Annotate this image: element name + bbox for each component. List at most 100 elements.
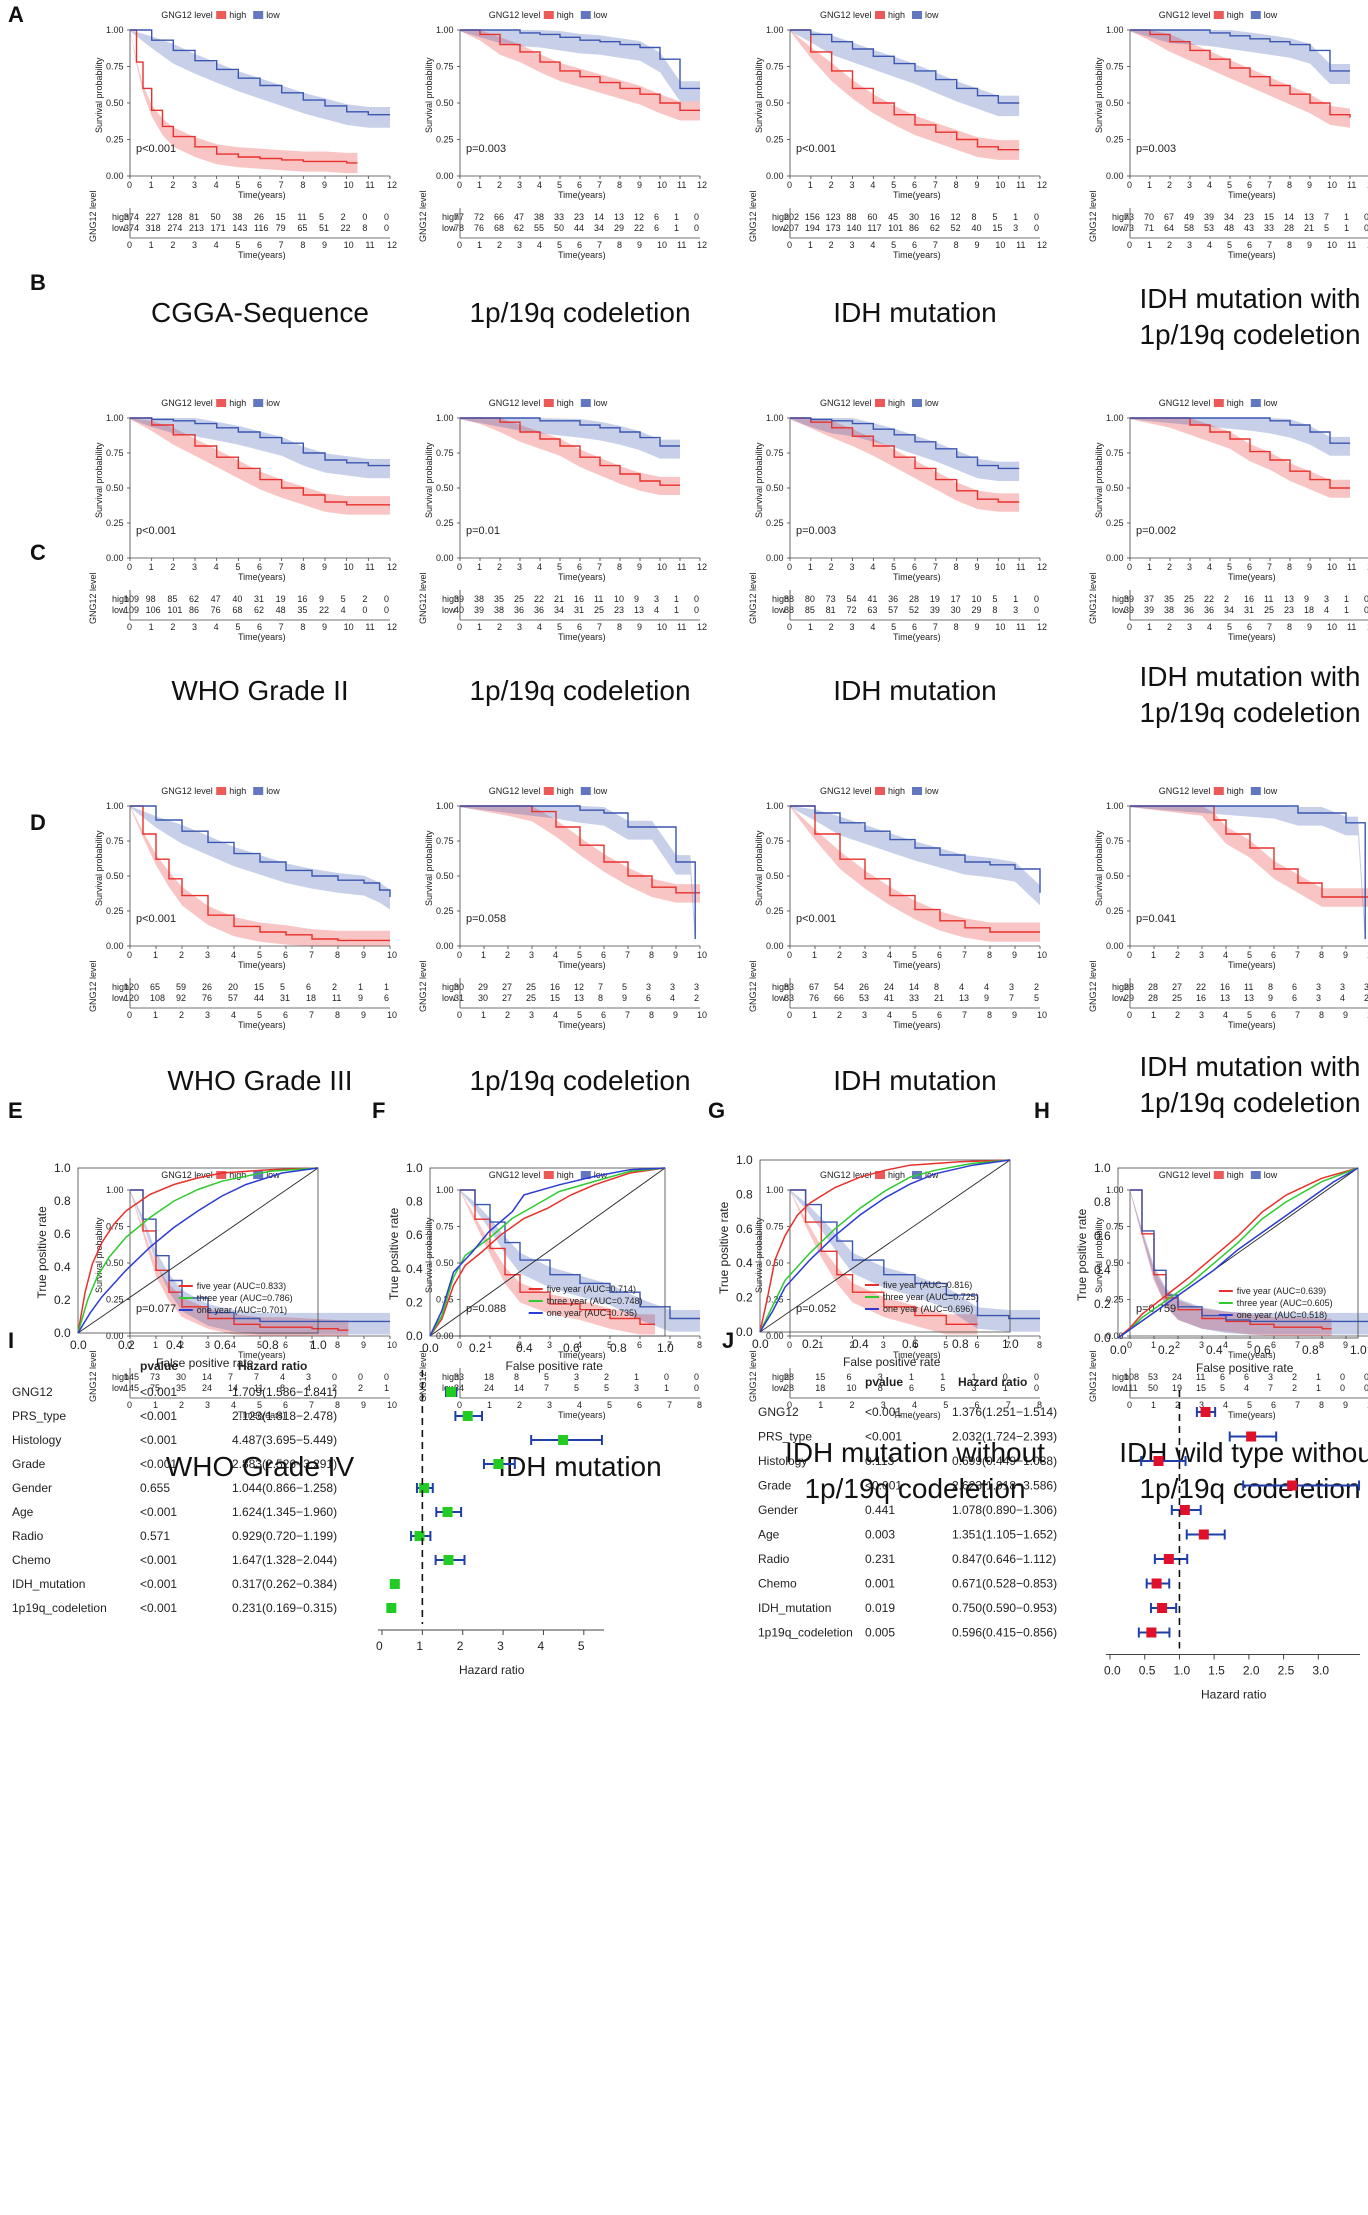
risk-row-high-label: high (772, 212, 789, 222)
risk-x-tick-label: 12 (1037, 622, 1047, 632)
x-tick-label: 3 (881, 1340, 886, 1350)
risk-x-tick-label: 0 (787, 240, 792, 250)
x-tick-label: 1 (1147, 180, 1152, 190)
risk-x-tick-label: 5 (557, 622, 562, 632)
km-legend-high: high (888, 1170, 905, 1180)
risk-count-high: 0 (694, 594, 699, 604)
km-x-label: Time(years) (238, 190, 286, 200)
roc-x-tick-label: 0.8 (952, 1337, 969, 1351)
risk-x-label: Time(years) (893, 632, 941, 642)
roc-legend-five: five year (AUC=0.816) (883, 1280, 972, 1290)
risk-count-high: 18 (484, 1372, 494, 1382)
risk-x-tick-label: 6 (601, 1010, 606, 1020)
risk-count-high: 1 (1316, 1372, 1321, 1382)
y-tick-label: 0.25 (1106, 135, 1124, 145)
roc-legend-one: one year (AUC=0.696) (883, 1304, 973, 1314)
km-plot-D4 (1127, 1171, 1368, 1399)
roc-y-tick-label: 0.6 (54, 1227, 71, 1241)
risk-x-tick-label: 1 (153, 1400, 158, 1410)
risk-count-low: 2 (1364, 993, 1368, 1003)
x-tick-label: 4 (912, 1340, 917, 1350)
subplot-caption: IDH mutation (833, 675, 996, 706)
forest-pvalue: <0.001 (140, 1577, 177, 1591)
forest-variable: 1p19q_codeletion (758, 1626, 853, 1640)
risk-x-tick-label: 2 (1175, 1400, 1180, 1410)
risk-count-low: 22 (341, 223, 351, 233)
risk-x-tick-label: 6 (283, 1400, 288, 1410)
forest-variable: PRS_type (12, 1409, 66, 1423)
km-curve-high (790, 805, 1040, 933)
roc-y-tick-label: 0.6 (736, 1222, 753, 1236)
risk-count-high: 0 (1364, 1372, 1368, 1382)
risk-x-tick-label: 4 (1207, 622, 1212, 632)
risk-count-high: 45 (888, 212, 898, 222)
risk-count-low: 1 (1003, 1383, 1008, 1393)
risk-x-tick-label: 9 (1307, 622, 1312, 632)
forest-hr-text: 0.847(0.646−1.112) (952, 1552, 1056, 1566)
x-tick-label: 2 (497, 180, 502, 190)
subplot-caption-line2: 1p/19q codeletion (1139, 697, 1360, 728)
forest-pvalue: 0.441 (865, 1503, 895, 1517)
risk-count-high: 2 (362, 594, 367, 604)
risk-x-tick-label: 11 (677, 240, 686, 250)
km-legend-high: high (888, 786, 905, 796)
roc-curve-one (77, 1167, 319, 1334)
risk-count-high: 9 (634, 594, 639, 604)
risk-table-label: GNG12 level (88, 960, 98, 1012)
roc-x-tick-label: 0.6 (902, 1337, 919, 1351)
risk-count-high: 37 (1144, 594, 1154, 604)
risk-count-low: 0 (1034, 605, 1039, 615)
x-tick-label: 1 (477, 180, 482, 190)
km-legend-title: GNG12 level (489, 398, 541, 408)
forest-point (1198, 1529, 1209, 1540)
risk-row-low-label: low (1112, 605, 1126, 615)
legend-swatch-high (1213, 11, 1224, 19)
x-tick-label: 6 (912, 562, 917, 572)
km-y-label: Survival probability (1094, 57, 1104, 133)
x-tick-label: 3 (192, 562, 197, 572)
risk-x-tick-label: 3 (529, 1010, 534, 1020)
km-legend-high: high (229, 398, 246, 408)
risk-table-label: GNG12 level (418, 190, 428, 242)
roc-y-tick-label: 0.0 (406, 1329, 423, 1343)
km-legend-high: high (557, 786, 574, 796)
x-tick-label: 1 (1147, 562, 1152, 572)
risk-count-low: 15 (992, 223, 1002, 233)
x-tick-label: 9 (322, 562, 327, 572)
forest-x-tick-label: 1 (416, 1639, 423, 1653)
y-tick-label: 0.75 (106, 448, 124, 458)
risk-count-high: 3 (1316, 982, 1321, 992)
risk-count-high: 14 (594, 212, 604, 222)
risk-x-tick-label: 12 (697, 240, 707, 250)
risk-x-tick-label: 10 (387, 1400, 397, 1410)
y-tick-label: 0.00 (436, 171, 454, 181)
risk-count-high: 8 (1268, 982, 1273, 992)
risk-count-low: 8 (598, 993, 603, 1003)
risk-count-high: 123 (826, 212, 841, 222)
forest-hr-text: 0.750(0.590−0.953) (952, 1601, 1057, 1615)
risk-count-high: 0 (384, 1372, 389, 1382)
forest-plot-I (378, 1370, 604, 1635)
risk-count-low: 8 (280, 1383, 285, 1393)
risk-count-low: 0 (694, 223, 699, 233)
km-plot-B1 (127, 399, 391, 621)
roc-curve-one (1117, 1167, 1359, 1339)
km-pvalue: p=0.058 (466, 913, 506, 925)
roc-legend-three: three year (AUC=0.748) (547, 1296, 643, 1306)
risk-count-high: 5 (341, 594, 346, 604)
risk-x-tick-label: 3 (517, 240, 522, 250)
forest-hr-text: 0.699(0.449−1.088) (952, 1454, 1057, 1468)
y-tick-label: 0.75 (766, 448, 784, 458)
x-tick-label: 10 (657, 562, 667, 572)
km-x-label: Time(years) (1228, 572, 1276, 582)
x-tick-label: 7 (962, 950, 967, 960)
km-plot-A2 (457, 11, 701, 239)
risk-count-high: 38 (534, 212, 544, 222)
y-tick-label: 0.50 (106, 871, 124, 881)
risk-count-high: 2 (341, 212, 346, 222)
risk-x-tick-label: 7 (1006, 1400, 1011, 1410)
risk-count-low: 15 (550, 993, 560, 1003)
risk-count-high: 47 (211, 594, 221, 604)
km-x-label: Time(years) (558, 190, 606, 200)
risk-count-low: 9 (984, 993, 989, 1003)
